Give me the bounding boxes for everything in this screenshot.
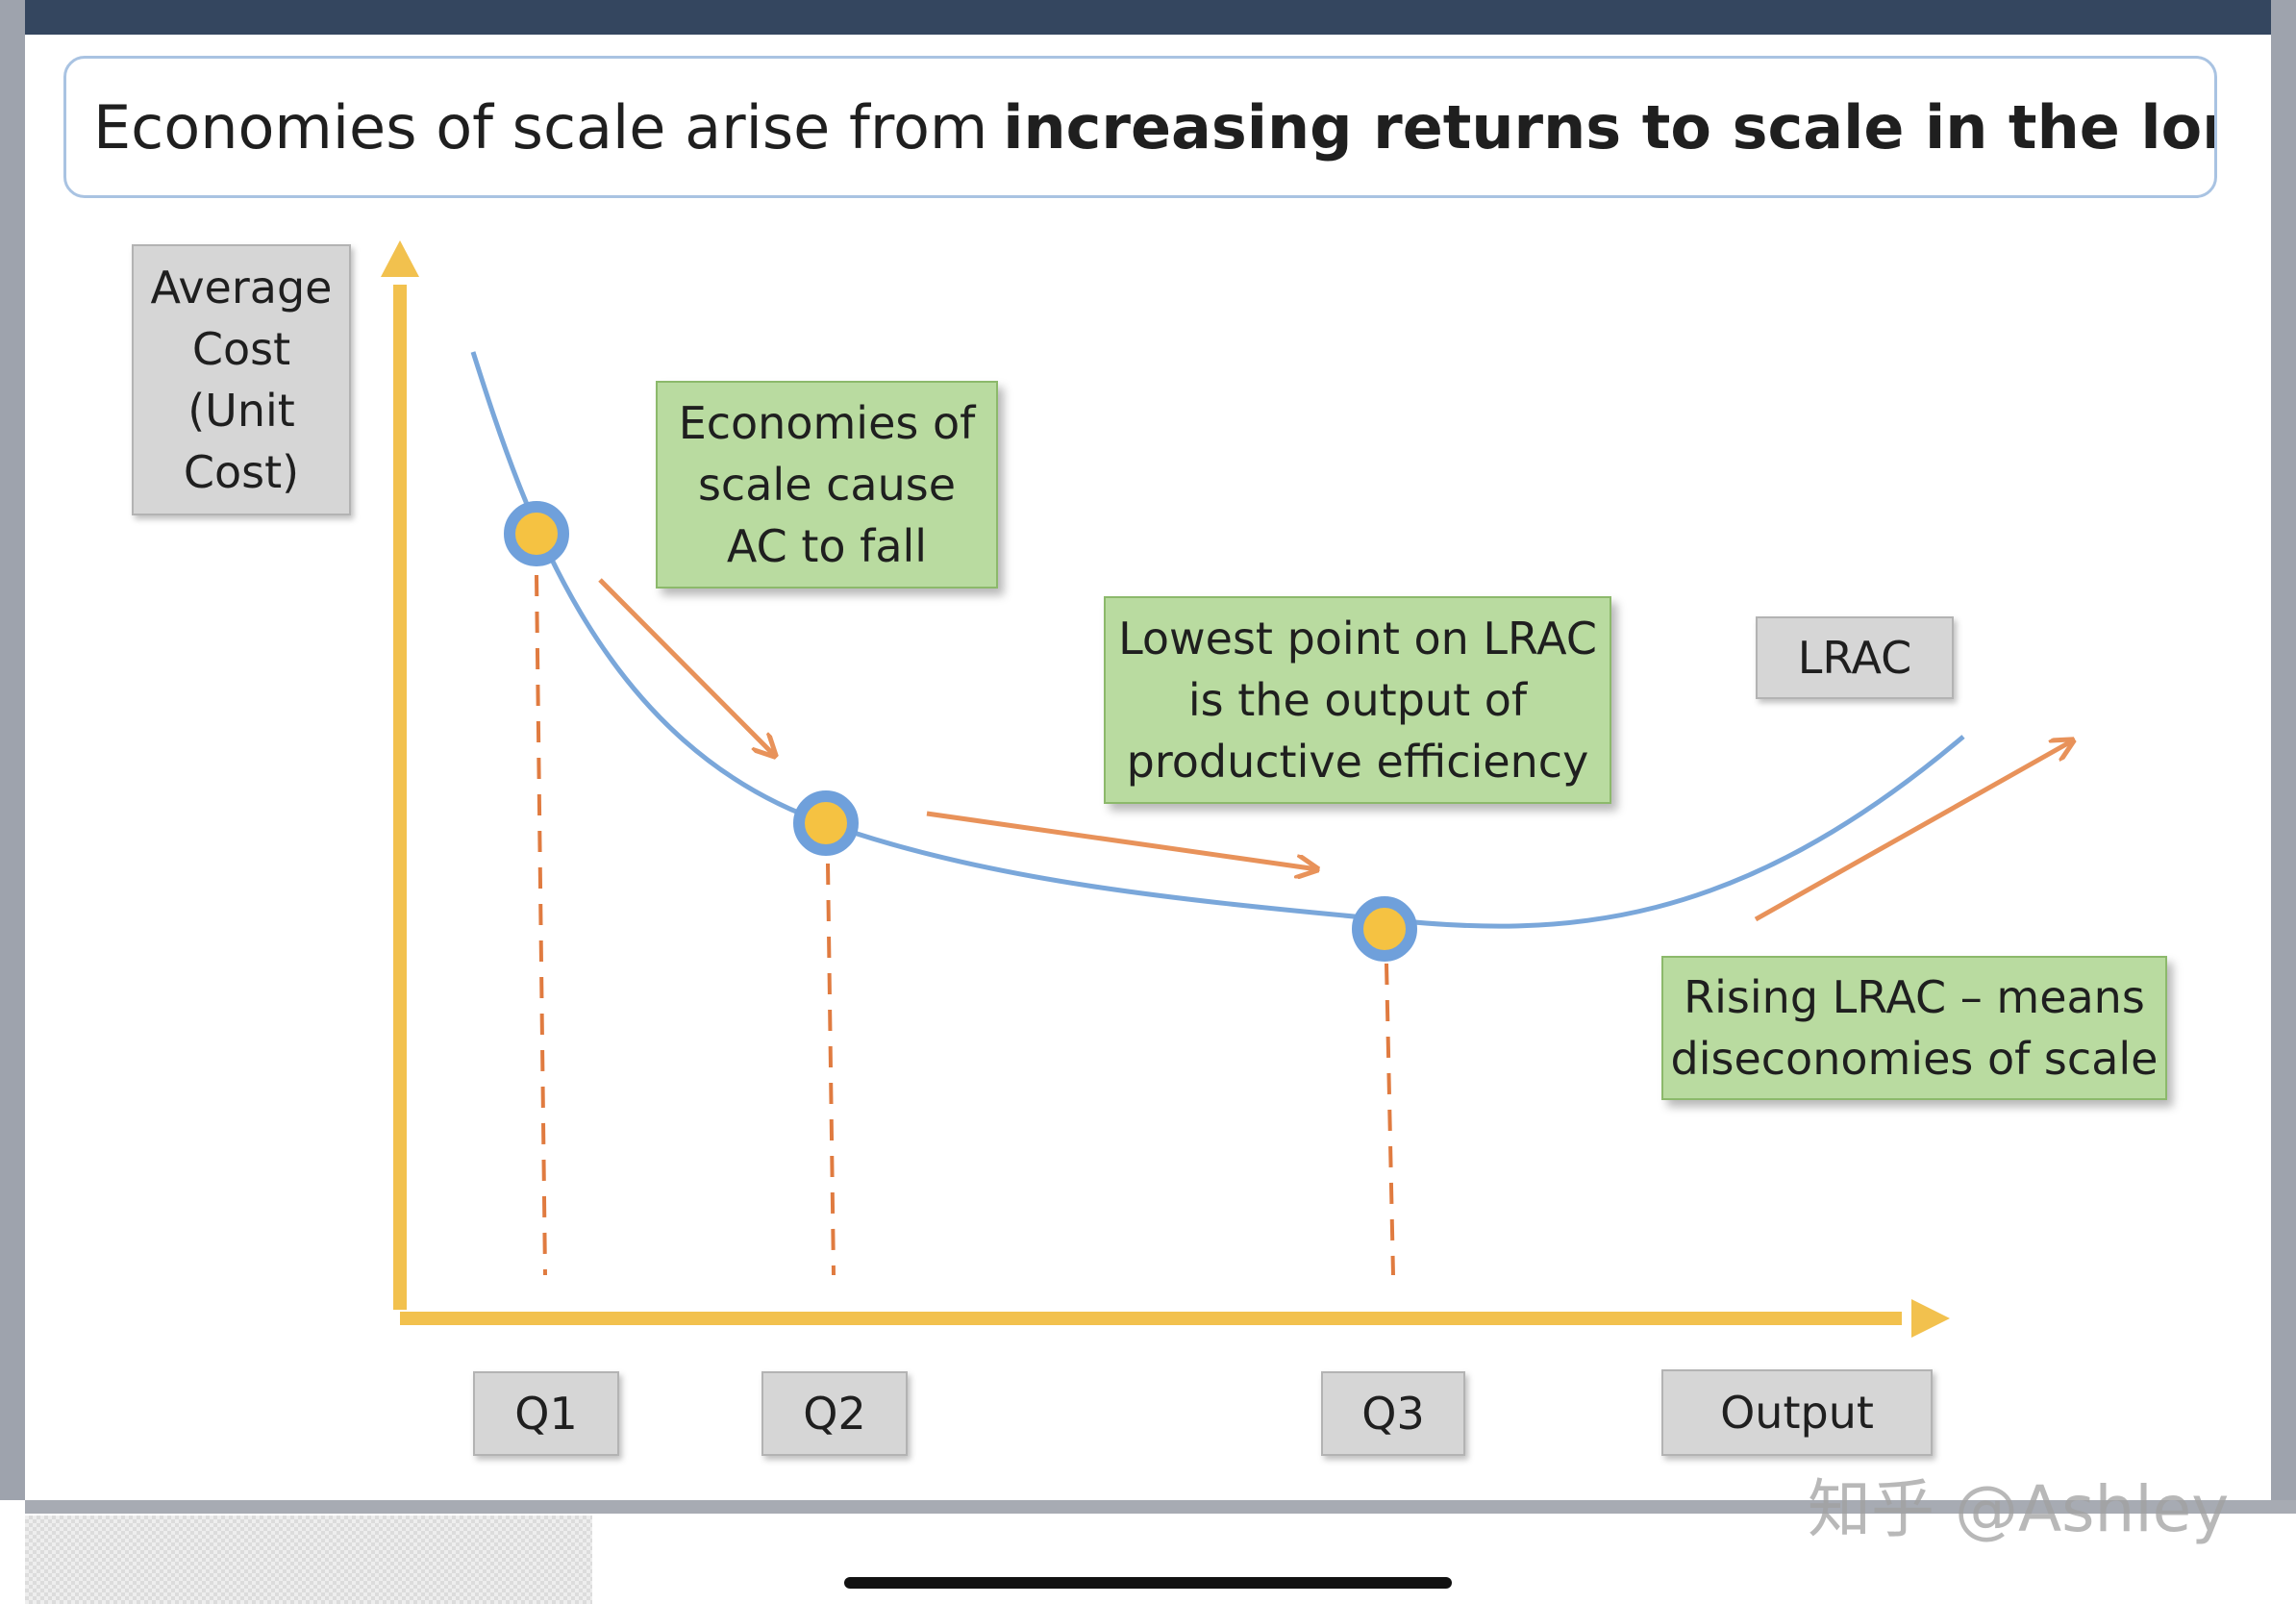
lowest-point-callout-line: productive efficiency	[1126, 736, 1589, 788]
economies-callout-line: scale cause	[697, 459, 957, 511]
y-axis-label: Average Cost (Unit Cost)	[132, 244, 351, 515]
rising-lrac-callout: Rising LRAC – means diseconomies of scal…	[1661, 956, 2167, 1100]
rising-cost-arrow	[1754, 740, 2073, 922]
x-axis-label-text: Output	[1720, 1387, 1874, 1439]
q1-drop-line	[535, 574, 547, 1276]
q2-drop-line	[826, 863, 836, 1276]
lowest-point-callout: Lowest point on LRAC is the output of pr…	[1104, 596, 1611, 804]
y-axis-arrowhead	[381, 240, 419, 277]
flattening-cost-arrow	[926, 811, 1317, 869]
rising-lrac-callout-line: Rising LRAC – means	[1684, 971, 2145, 1023]
left-frame	[0, 0, 25, 1604]
lrac-label: LRAC	[1756, 616, 1954, 699]
q3-point	[1352, 896, 1417, 962]
x-axis-label: Output	[1661, 1369, 1933, 1456]
q2-label-text: Q2	[803, 1388, 866, 1440]
q1-label: Q1	[473, 1371, 619, 1456]
y-axis-label-line: Cost	[191, 323, 291, 375]
home-indicator[interactable]	[844, 1577, 1452, 1589]
x-axis-arrowhead	[1911, 1299, 1950, 1338]
rising-lrac-callout-line: diseconomies of scale	[1670, 1033, 2159, 1085]
watermark: 知乎 @Ashley	[1808, 1472, 2230, 1546]
q3-drop-line	[1385, 963, 1395, 1276]
lrac-diagram	[381, 240, 2271, 1338]
q1-label-text: Q1	[514, 1388, 578, 1440]
slide: Economies of scale arise from increasing…	[25, 35, 2271, 1500]
q3-label: Q3	[1321, 1371, 1465, 1456]
q2-point	[793, 790, 859, 856]
checker-pattern	[25, 1516, 592, 1604]
right-frame	[2271, 0, 2296, 1500]
q1-point	[504, 501, 569, 566]
lowest-point-callout-line: Lowest point on LRAC	[1118, 613, 1597, 664]
lrac-label-text: LRAC	[1797, 632, 1912, 684]
y-axis-label-line: Cost)	[183, 446, 300, 498]
slide-header-bar	[25, 0, 2271, 35]
q3-label-text: Q3	[1361, 1388, 1425, 1440]
economies-callout: Economies of scale cause AC to fall	[656, 381, 998, 589]
title-normal-text: Economies of scale arise from	[93, 91, 988, 163]
falling-cost-arrow	[598, 578, 775, 756]
y-axis-label-line: Average	[150, 262, 333, 313]
economies-callout-line: AC to fall	[726, 520, 928, 572]
lowest-point-callout-line: is the output of	[1187, 674, 1528, 726]
economies-callout-line: Economies of	[678, 397, 976, 449]
slide-title: Economies of scale arise from increasing…	[63, 56, 2217, 198]
bottom-separator	[25, 1500, 2296, 1514]
title-bold-text: increasing returns to scale in the long …	[1003, 91, 2214, 163]
lrac-curve	[470, 351, 1965, 929]
q2-label: Q2	[761, 1371, 908, 1456]
y-axis-label-line: (Unit	[187, 385, 295, 437]
